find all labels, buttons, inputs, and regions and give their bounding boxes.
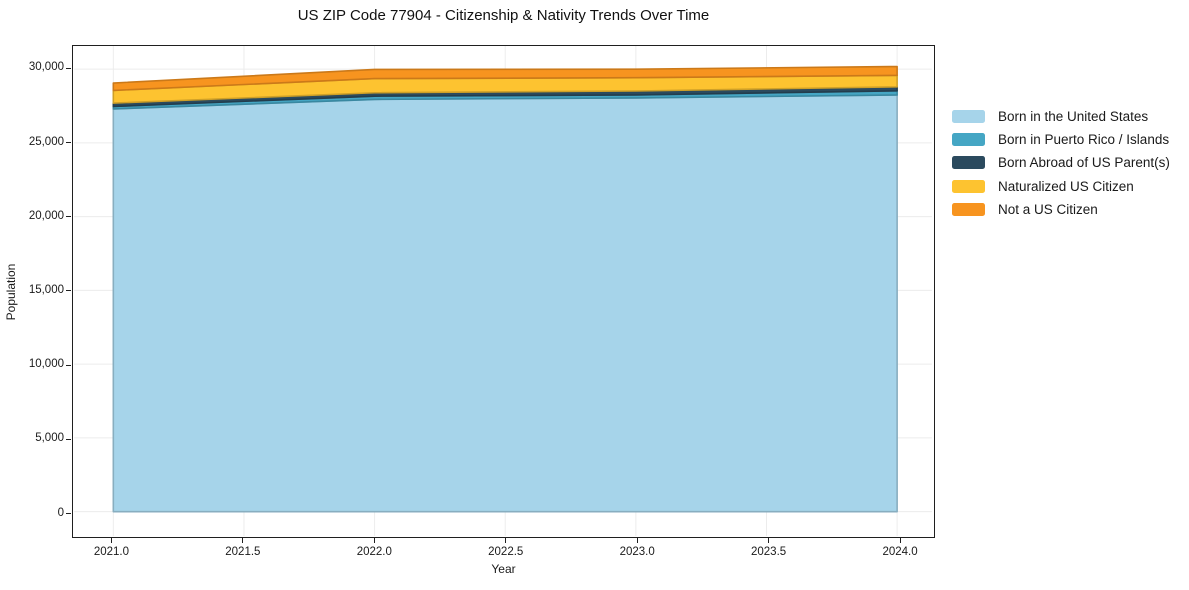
y-tick-mark (66, 364, 71, 366)
y-tick-label: 20,000 (28, 209, 64, 222)
y-tick-mark (66, 67, 71, 69)
y-tick-mark (66, 216, 71, 218)
x-tick-label: 2023.5 (751, 546, 787, 558)
legend-label: Born Abroad of US Parent(s) (998, 155, 1170, 171)
x-tick-mark (110, 538, 112, 543)
area-not-a-us-citizen (112, 65, 898, 92)
legend-item-naturalized-us-citizen: Naturalized US Citizen (952, 175, 1170, 198)
x-tick-label: 2021.5 (225, 546, 261, 558)
y-tick-label: 0 (57, 506, 64, 519)
x-tick-mark (505, 538, 507, 543)
x-tick-mark (899, 538, 901, 543)
legend-item-born-in-the-united-states: Born in the United States (952, 105, 1170, 128)
y-tick-mark (66, 290, 71, 292)
legend-label: Naturalized US Citizen (998, 178, 1134, 194)
x-tick-label: 2022.5 (488, 546, 524, 558)
chart-legend: Born in the United States Born in Puerto … (952, 105, 1170, 221)
legend-swatch (952, 179, 985, 193)
y-tick-label: 15,000 (28, 283, 64, 296)
x-tick-label: 2023.0 (619, 546, 655, 558)
stacked-area-chart (74, 46, 932, 536)
x-axis-label: Year (491, 562, 516, 576)
y-tick-mark (66, 142, 71, 143)
x-tick-mark (768, 538, 770, 543)
y-tick-label: 5,000 (35, 432, 64, 445)
legend-swatch (952, 156, 985, 170)
x-tick-mark (242, 538, 244, 543)
legend-item-born-in-puerto-rico-islands: Born in Puerto Rico / Islands (952, 128, 1170, 151)
chart-title: US ZIP Code 77904 - Citizenship & Nativi… (297, 7, 710, 24)
y-tick-mark (66, 513, 71, 514)
x-tick-label: 2024.0 (882, 546, 918, 558)
x-tick-mark (636, 538, 638, 543)
x-tick-label: 2021.0 (93, 546, 130, 558)
legend-label: Born in the United States (998, 109, 1149, 125)
y-tick-mark (66, 438, 71, 440)
legend-label: Not a US Citizen (998, 201, 1098, 217)
legend-label: Born in Puerto Rico / Islands (998, 132, 1170, 148)
y-tick-label: 25,000 (28, 135, 64, 148)
legend-swatch (952, 133, 985, 147)
y-tick-label: 10,000 (28, 358, 64, 371)
x-tick-label: 2022.0 (356, 546, 392, 558)
plot-area (72, 45, 935, 538)
legend-swatch (952, 110, 985, 124)
legend-item-not-a-us-citizen: Not a US Citizen (952, 198, 1170, 221)
x-tick-mark (373, 538, 375, 543)
legend-swatch (952, 202, 985, 216)
area-born-in-the-united-states (112, 94, 898, 513)
legend-item-born-abroad-of-us-parent-s: Born Abroad of US Parent(s) (952, 151, 1170, 174)
y-tick-label: 30,000 (28, 61, 64, 74)
